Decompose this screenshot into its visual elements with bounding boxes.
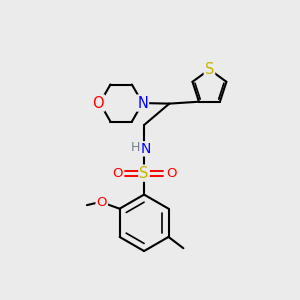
Text: N: N	[141, 142, 151, 156]
Text: S: S	[205, 62, 214, 77]
Text: O: O	[97, 196, 107, 209]
Text: O: O	[166, 167, 176, 180]
Text: N: N	[137, 95, 148, 110]
Text: O: O	[112, 167, 122, 180]
Text: H: H	[131, 141, 140, 154]
Text: S: S	[140, 166, 149, 181]
Text: O: O	[92, 95, 104, 110]
